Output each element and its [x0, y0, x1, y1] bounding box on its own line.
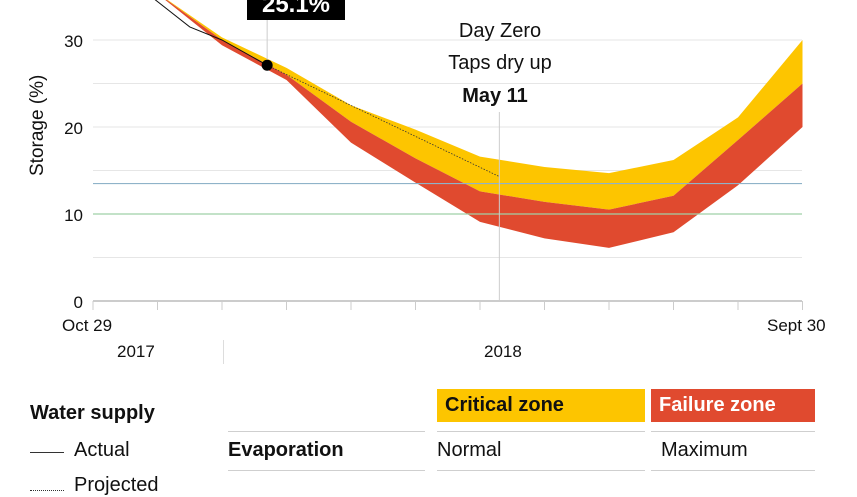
current-value-dot [261, 59, 273, 71]
table-divider [651, 431, 815, 432]
y-tick-label: 30 [64, 32, 83, 51]
actual-line [154, 0, 268, 66]
year-2017: 2017 [117, 342, 155, 361]
y-tick-label: 10 [64, 206, 83, 225]
day-zero-line1: Day Zero [458, 20, 542, 42]
y-tick-label: 0 [74, 293, 83, 312]
storage-chart: 0 10 20 30 [64, 0, 803, 312]
projected-line-swatch [30, 490, 64, 491]
legend-actual: Actual [74, 439, 130, 461]
legend-title: Water supply [30, 402, 155, 424]
x-tick-end: Sept 30 [767, 316, 826, 335]
table-divider [651, 470, 815, 471]
evaporation-label: Evaporation [228, 439, 344, 461]
day-zero-date: May 11 [462, 85, 528, 107]
projected-line [266, 64, 500, 177]
legend-projected: Projected [74, 474, 159, 496]
actual-line-swatch [30, 452, 64, 453]
table-divider [437, 431, 645, 432]
critical-zone-band [166, 0, 803, 210]
maximum-label: Maximum [661, 439, 748, 461]
year-divider [223, 340, 224, 364]
failure-zone-band [165, 0, 803, 248]
table-divider [228, 431, 425, 432]
x-tick-start: Oct 29 [62, 316, 113, 335]
table-divider [437, 470, 645, 471]
normal-label: Normal [437, 439, 502, 461]
value-label: 25.1% [247, 0, 345, 20]
table-divider [228, 470, 425, 471]
failure-zone-header: Failure zone [651, 389, 815, 422]
y-tick-label: 20 [64, 119, 83, 138]
year-2018: 2018 [484, 342, 522, 361]
y-axis-label: Storage (%) [27, 74, 48, 176]
critical-zone-header: Critical zone [437, 389, 645, 422]
day-zero-line2: Taps dry up [448, 52, 552, 74]
